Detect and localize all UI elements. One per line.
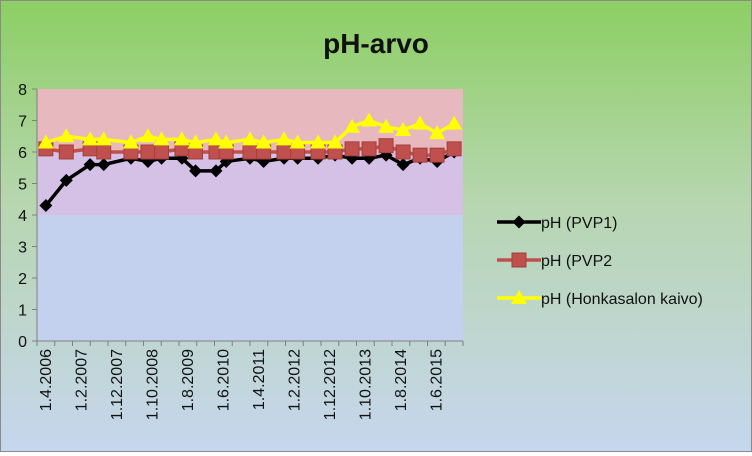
x-tick-label: 1.10.2008 (144, 349, 161, 420)
y-tick-label: 5 (18, 177, 27, 194)
series-3-point (173, 131, 190, 146)
series-2-point (361, 141, 377, 157)
series-1-point (83, 158, 97, 172)
x-tick-label: 1.4.2006 (38, 349, 55, 411)
legend-marker-1 (512, 215, 526, 229)
legend-marker-2 (511, 252, 527, 268)
series-2-point (58, 144, 74, 160)
series-3-point (310, 134, 327, 149)
series-2-point (395, 144, 411, 160)
series-3-point (242, 131, 258, 146)
x-tick-label: 1.8.2014 (393, 349, 410, 411)
series-3-point (255, 134, 272, 149)
legend-marker-3 (511, 290, 527, 304)
y-tick-label: 2 (18, 271, 27, 288)
series-3-point (58, 128, 75, 143)
legend-label-2: pH (PVP2 (541, 253, 612, 270)
y-tick-label: 8 (18, 82, 27, 99)
series-2-point (344, 141, 360, 157)
series-3-point (187, 134, 204, 149)
x-tick-label: 1.10.2013 (357, 349, 374, 420)
y-tick-label: 3 (18, 240, 27, 257)
y-tick-label: 7 (18, 114, 27, 131)
series-3-point (95, 131, 112, 146)
x-tick-label: 1.4.2011 (251, 349, 268, 410)
series-3-point (412, 115, 429, 130)
series-2-point (429, 147, 445, 163)
series-2-point (140, 144, 156, 160)
series-3-point (344, 118, 361, 133)
series-1-point (209, 164, 223, 178)
series-1-point (39, 199, 53, 213)
series-2-point (96, 144, 112, 160)
series-2-point (446, 141, 462, 157)
x-tick-label: 1.6.2015 (428, 349, 445, 411)
chart-title: pH-arvo (323, 28, 429, 59)
series-3-point (153, 131, 170, 146)
series-3-point (207, 131, 224, 146)
series-2-point (242, 144, 258, 160)
x-tick-label: 1.2.2012 (286, 349, 303, 411)
y-tick-label: 4 (18, 208, 27, 225)
series-2-point (412, 147, 428, 163)
series-2-point (276, 144, 292, 160)
series-3-point (378, 118, 395, 133)
y-tick-label: 0 (18, 334, 27, 351)
band-2 (37, 215, 463, 341)
x-tick-label: 1.12.2012 (322, 349, 339, 420)
series-3-point (429, 125, 446, 140)
plot-area: 0 1 2 3 4 5 6 7 8 1.4.2006 1.2.2007 1.12.2007 1.10.2… (18, 82, 464, 420)
series-3-point (218, 134, 235, 149)
series-3-point (446, 115, 463, 130)
legend-label-1: pH (PVP1) (541, 215, 617, 232)
legend: pH (PVP1) pH (PVP2 pH (Honkasalon kaivo) (497, 215, 703, 308)
series-1-point (189, 164, 203, 178)
series-3-point (395, 121, 412, 136)
series-1-point (59, 173, 73, 187)
series-1-point (396, 158, 410, 172)
series-3-point (139, 128, 156, 143)
series-3-point (82, 131, 99, 146)
x-tick-label: 1.6.2010 (215, 349, 232, 411)
series-3-point (327, 134, 344, 149)
x-tick-label: 1.12.2007 (109, 349, 126, 420)
series-3-point (276, 131, 293, 146)
y-tick-label: 6 (18, 145, 27, 162)
y-tick-label: 1 (18, 303, 27, 320)
x-tick-label: 1.8.2009 (180, 349, 197, 411)
legend-label-3: pH (Honkasalon kaivo) (541, 291, 703, 308)
series-2-point (378, 138, 394, 154)
x-tick-label: 1.2.2007 (73, 349, 90, 411)
series-3-point (37, 134, 54, 149)
series-3-point (289, 134, 306, 149)
series-2-point (154, 144, 170, 160)
series-1-point (97, 158, 111, 172)
series-3-point (361, 112, 378, 127)
series-3-point (122, 134, 139, 149)
